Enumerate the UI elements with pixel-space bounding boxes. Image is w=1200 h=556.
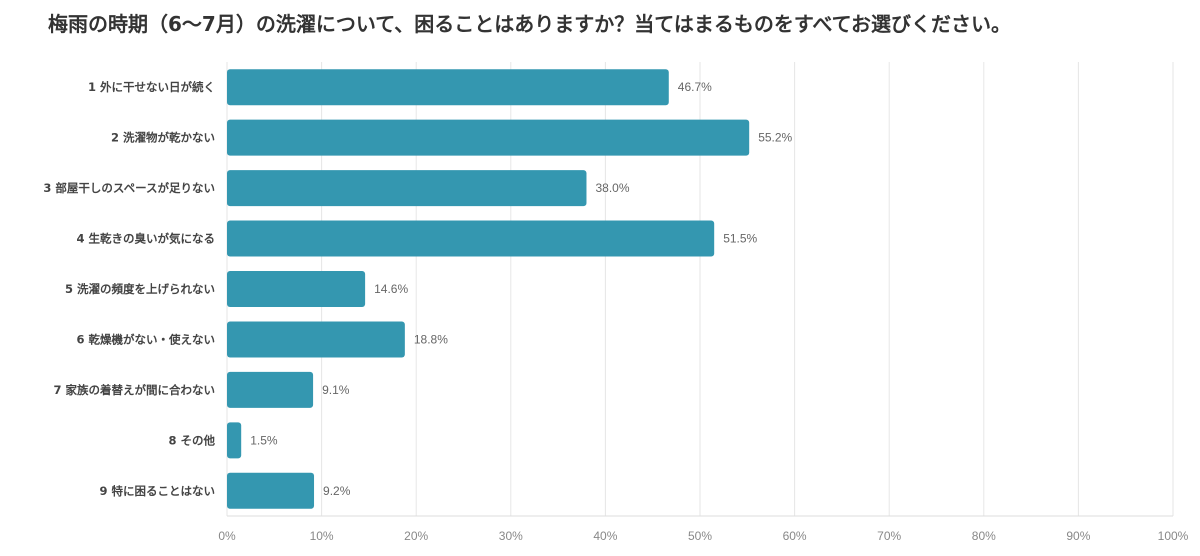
x-tick-label: 50% <box>688 529 712 543</box>
data-label: 14.6% <box>374 282 408 296</box>
x-tick-label: 60% <box>783 529 807 543</box>
x-tick-label: 40% <box>593 529 617 543</box>
bar <box>227 119 750 156</box>
bar <box>227 371 314 408</box>
x-tick-label: 90% <box>1066 529 1090 543</box>
data-label: 9.2% <box>323 484 351 498</box>
category-label: 4 生乾きの臭いが気になる <box>76 232 215 246</box>
x-tick-label: 30% <box>499 529 523 543</box>
bar <box>227 422 242 459</box>
x-tick-label: 20% <box>404 529 428 543</box>
bar <box>227 220 715 257</box>
data-label: 9.1% <box>322 383 350 397</box>
x-tick-label: 0% <box>218 529 236 543</box>
category-label: 7 家族の着替えが間に合わない <box>53 383 215 397</box>
data-label: 38.0% <box>595 181 629 195</box>
bar <box>227 69 669 106</box>
bar <box>227 472 315 509</box>
category-label: 9 特に困ることはない <box>99 484 215 498</box>
category-label: 3 部屋干しのスペースが足りない <box>43 181 215 195</box>
category-label: 2 洗濯物が乾かない <box>111 131 215 145</box>
x-tick-label: 100% <box>1158 529 1189 543</box>
bar <box>227 271 366 307</box>
bar <box>227 321 405 358</box>
data-label: 51.5% <box>723 232 757 246</box>
category-label: 6 乾燥機がない・使えない <box>76 332 215 346</box>
chart-title: 梅雨の時期（6〜7月）の洗濯について、困ることはありますか？当てはまるものをすべ… <box>48 12 1012 36</box>
data-label: 18.8% <box>414 332 448 346</box>
category-label: 8 その他 <box>168 433 215 447</box>
x-tick-label: 80% <box>972 529 996 543</box>
category-label: 1 外に干せない日が続く <box>88 80 215 94</box>
category-label: 5 洗濯の頻度を上げられない <box>65 282 215 296</box>
x-tick-label: 10% <box>310 529 334 543</box>
data-label: 46.7% <box>678 80 712 94</box>
data-label: 1.5% <box>250 433 278 447</box>
data-label: 55.2% <box>758 131 792 145</box>
x-tick-label: 70% <box>877 529 901 543</box>
bar <box>227 170 587 207</box>
